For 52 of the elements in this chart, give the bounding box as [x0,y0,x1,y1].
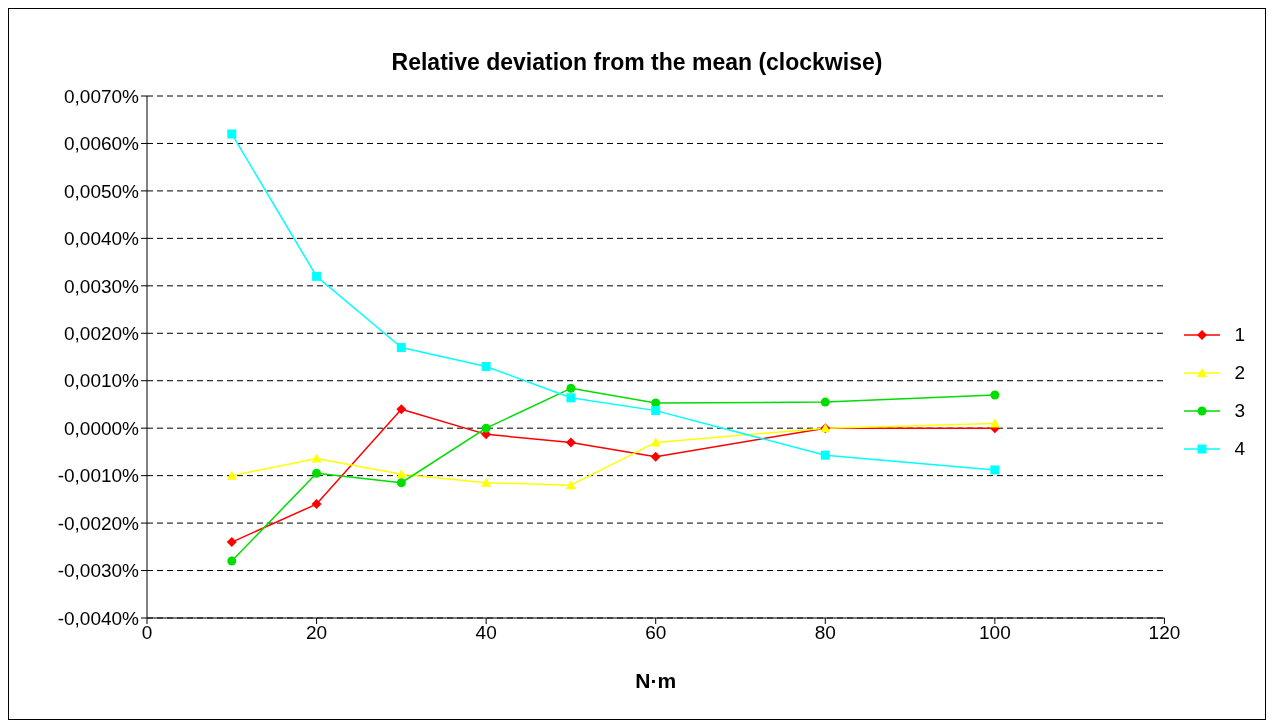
point [820,450,830,460]
y-tick-label: -0,0010% [57,465,140,487]
legend-label: 4 [1234,438,1245,460]
x-axis-title: N·m [635,669,677,692]
point [226,470,237,480]
point [396,343,406,353]
point [650,437,661,447]
y-tick-label: 0,0010% [63,370,140,392]
y-tick-label: 0,0040% [63,228,140,250]
point [990,390,1000,400]
point [226,537,237,548]
x-tick-label: 100 [979,622,1011,644]
point [227,556,237,566]
point [990,465,1000,475]
point [396,478,406,488]
point [481,477,492,487]
point [820,397,830,407]
y-tick-label: 0,0070% [63,85,140,107]
point [989,418,1000,428]
legend-label: 1 [1234,324,1245,346]
point [227,129,237,139]
point [311,499,322,510]
y-tick-label: 0,0060% [63,133,140,155]
point [651,406,661,416]
point [396,404,407,415]
point [312,271,322,281]
point [565,437,576,448]
y-tick-label: 0,0000% [63,417,140,439]
point [481,361,491,371]
point [566,393,576,403]
y-tick-label: -0,0030% [57,560,140,582]
point [566,383,576,393]
x-tick-label: 120 [1148,622,1181,644]
point [650,451,661,462]
legend-label: 2 [1234,362,1245,384]
point [311,453,322,463]
y-tick-label: 0,0020% [63,323,140,345]
y-tick-label: 0,0030% [63,275,140,297]
x-tick-label: 40 [475,622,497,644]
point [312,468,322,478]
point [565,480,576,490]
point [396,469,407,479]
x-tick-label: 80 [814,622,836,644]
legend-label: 3 [1234,400,1245,422]
y-tick-label: -0,0020% [57,512,140,534]
x-tick-label: 60 [645,622,667,644]
point [481,423,491,433]
y-tick-label: 0,0050% [63,180,140,202]
y-tick-label: -0,0040% [57,607,140,629]
x-tick-label: 0 [141,622,153,644]
x-tick-label: 20 [306,622,328,644]
chart-title: Relative deviation from the mean (clockwise) [390,49,884,76]
